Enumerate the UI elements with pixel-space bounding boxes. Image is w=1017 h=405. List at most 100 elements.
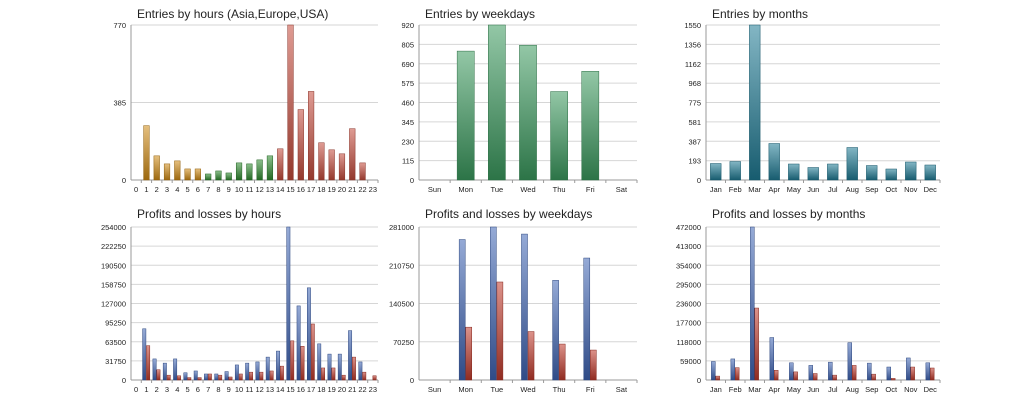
x-tick-label: 0: [134, 185, 138, 194]
x-tick-label: Sun: [428, 385, 441, 394]
x-tick-label: 19: [328, 385, 336, 394]
bar-apr: [768, 143, 780, 181]
y-tick-label: 0: [697, 176, 701, 185]
y-tick-label: 0: [410, 176, 414, 185]
x-tick-label: May: [787, 185, 801, 194]
bar-10: [235, 162, 243, 181]
x-tick-label: 9: [227, 185, 231, 194]
bar-15-losses: [290, 340, 295, 381]
bar-2-profits: [152, 358, 157, 381]
bar-6-losses: [197, 377, 202, 381]
bar-13-losses: [269, 370, 274, 381]
y-tick-label: 1162: [685, 60, 701, 69]
y-tick-label: 345: [401, 118, 414, 127]
x-tick-label: 12: [255, 185, 263, 194]
x-tick-label: Dec: [924, 185, 938, 194]
bar-dec: [924, 164, 936, 181]
bar-12-profits: [255, 361, 260, 381]
x-tick-label: Jan: [710, 185, 722, 194]
x-tick-label: Tue: [491, 185, 504, 194]
y-tick-label: 775: [688, 99, 701, 108]
bar-tue-losses: [496, 281, 504, 381]
bar-sep-losses: [871, 373, 876, 381]
bar-16-losses: [300, 346, 305, 381]
y-tick-label: 70250: [393, 338, 414, 347]
y-tick-label: 0: [697, 376, 701, 385]
bar-12: [256, 159, 263, 181]
x-tick-label: 1: [144, 385, 148, 394]
bar-dec-losses: [930, 367, 935, 381]
y-tick-label: 177000: [676, 319, 701, 328]
y-tick-label: 0: [122, 376, 126, 385]
bar-mon-losses: [465, 326, 473, 381]
bar-2-losses: [156, 369, 161, 381]
chart-title: Entries by hours (Asia,Europe,USA): [137, 7, 328, 21]
bar-21: [349, 128, 356, 181]
x-tick-label: Nov: [904, 185, 918, 194]
y-tick-label: 0: [122, 176, 126, 185]
x-tick-label: 15: [286, 185, 294, 194]
bar-mar: [749, 24, 761, 181]
x-tick-label: Dec: [924, 385, 938, 394]
x-tick-label: Feb: [729, 385, 742, 394]
bar-10-profits: [234, 364, 239, 381]
bar-3-profits: [162, 362, 167, 381]
x-tick-label: 5: [186, 185, 190, 194]
bar-17-losses: [310, 323, 315, 381]
bar-mar-profits: [750, 226, 755, 381]
x-tick-label: 13: [266, 385, 274, 394]
x-tick-label: 23: [369, 385, 377, 394]
bar-tue-profits: [490, 226, 497, 381]
y-tick-label: 127000: [101, 300, 126, 309]
chart-title: Entries by months: [712, 7, 808, 21]
x-tick-label: 18: [317, 385, 325, 394]
x-tick-label: Thu: [553, 185, 566, 194]
bar-may: [788, 163, 800, 181]
y-tick-label: 230: [401, 137, 414, 146]
y-tick-label: 460: [401, 99, 414, 108]
bar-17: [308, 91, 315, 181]
x-tick-label: Mar: [748, 185, 761, 194]
x-tick-label: Wed: [520, 385, 535, 394]
x-tick-label: 2: [155, 385, 159, 394]
y-tick-label: 115: [402, 157, 414, 166]
x-tick-label: Sun: [428, 185, 441, 194]
x-tick-label: 13: [266, 185, 274, 194]
bar-20: [338, 153, 346, 181]
bar-23-losses: [372, 375, 377, 381]
bar-8: [215, 170, 222, 181]
bar-wed: [519, 44, 537, 181]
bar-14-losses: [279, 365, 284, 381]
chart-title: Profits and losses by weekdays: [425, 207, 592, 221]
bar-2: [153, 155, 160, 181]
x-tick-label: 20: [338, 385, 346, 394]
bar-15-profits: [286, 226, 291, 381]
y-tick-label: 387: [688, 137, 701, 146]
bar-jan-profits: [711, 361, 716, 381]
x-tick-label: 8: [216, 385, 220, 394]
chart-months: Entries by months 0 193 387 581 775 968 1162 135…: [684, 7, 941, 194]
x-tick-label: 1: [144, 185, 148, 194]
y-tick-label: 770: [113, 21, 126, 30]
x-tick-label: 14: [276, 185, 284, 194]
x-tick-label: Nov: [904, 385, 918, 394]
bar-5-profits: [183, 372, 188, 381]
y-tick-label: 193: [688, 157, 701, 166]
bar-18-losses: [321, 367, 326, 381]
bar-6: [194, 168, 201, 181]
x-tick-label: Jul: [828, 385, 838, 394]
bar-7: [205, 173, 212, 181]
x-tick-label: Aug: [846, 185, 859, 194]
x-tick-label: 11: [245, 185, 253, 194]
bar-thu-losses: [558, 343, 566, 381]
x-tick-label: 16: [297, 385, 305, 394]
bar-jul-profits: [828, 361, 833, 381]
bar-oct: [885, 168, 897, 181]
x-tick-label: 11: [245, 385, 253, 394]
y-tick-label: 63500: [105, 338, 126, 347]
y-tick-label: 210750: [389, 261, 414, 270]
bar-14-profits: [276, 350, 280, 381]
x-tick-label: Jun: [807, 185, 819, 194]
x-tick-label: 10: [235, 385, 243, 394]
